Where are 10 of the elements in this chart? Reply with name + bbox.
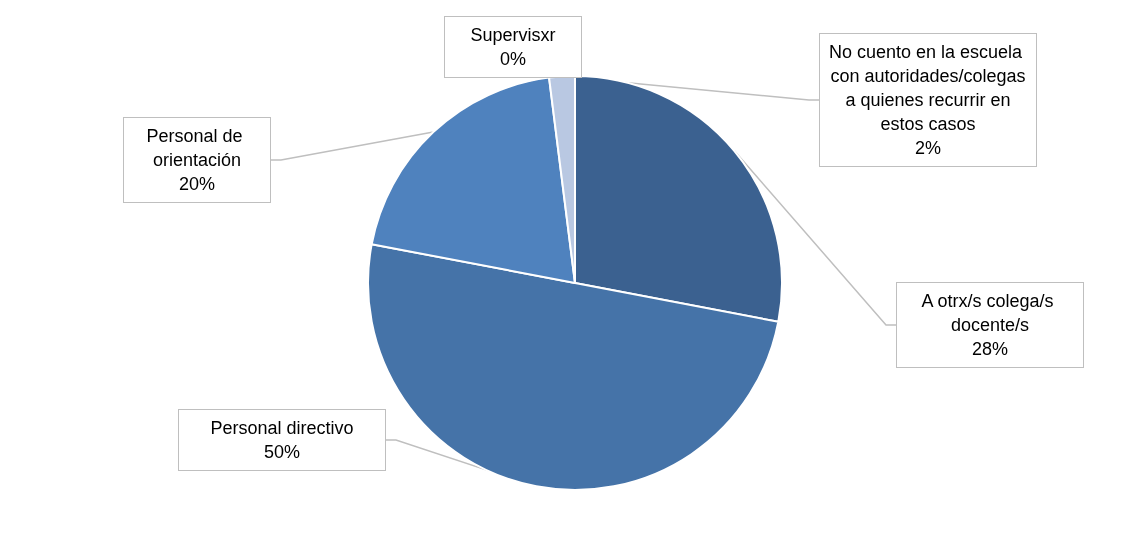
slice-label: Personal de orientación xyxy=(146,126,248,170)
slice-label: No cuento en la escuela con autoridades/colegas a quienes recurrir en estos casos xyxy=(828,42,1028,134)
data-label: 20% xyxy=(178,174,216,194)
slice-label: Personal directivo xyxy=(210,418,354,438)
category-label: Supervisxr xyxy=(470,25,556,45)
data-label: 28% xyxy=(971,339,1009,359)
text: 0% xyxy=(499,49,527,69)
slice-label: A otrx/s colega/s docente/s xyxy=(921,291,1059,335)
data-label: 2% xyxy=(914,138,942,158)
data-label: 50% xyxy=(263,442,301,462)
